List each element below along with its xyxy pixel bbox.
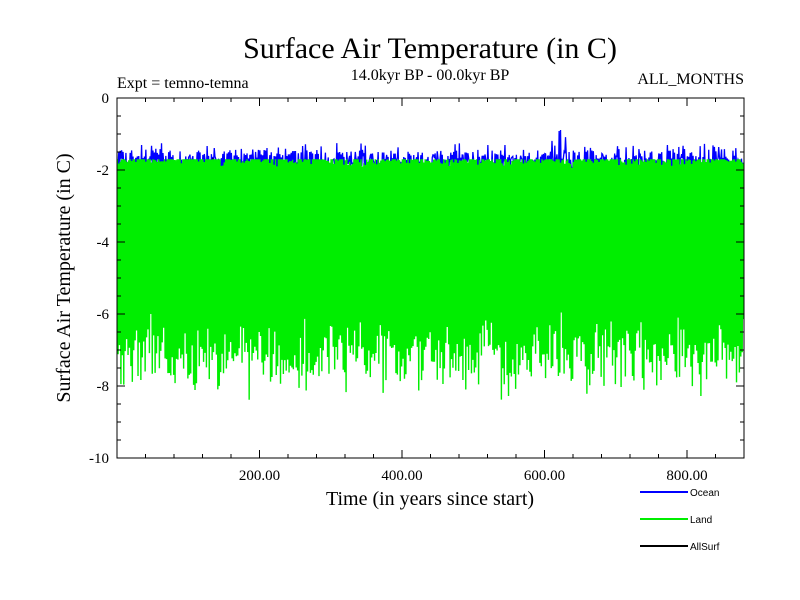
y-axis-label: Surface Air Temperature (in C) [53, 153, 75, 402]
x-axis-label: Time (in years since start) [326, 488, 534, 510]
legend-label-land: Land [690, 515, 712, 526]
y-tick-label: -6 [97, 307, 110, 323]
x-tick-label: 800.00 [666, 468, 707, 484]
plot-area [116, 130, 745, 400]
x-tick-label: 200.00 [239, 468, 280, 484]
chart-title: Surface Air Temperature (in C) [243, 32, 617, 65]
x-tick-label: 400.00 [381, 468, 422, 484]
y-tick-label: -4 [97, 235, 110, 251]
legend-label-allsurf: AllSurf [690, 542, 720, 553]
chart-left-annotation: Expt = temno-temna [117, 75, 249, 92]
axes: 0 -2 -4 -6 -8 -10 200.00 400.00 600.00 800.00 [89, 91, 744, 484]
chart-right-annotation: ALL_MONTHS [637, 71, 744, 88]
chart-subtitle: 14.0kyr BP - 00.0kyr BP [351, 67, 510, 84]
series-line-land [116, 159, 745, 400]
legend: Ocean Land AllSurf [640, 488, 720, 553]
y-tick-label: -2 [97, 163, 110, 179]
y-tick-label: -10 [89, 451, 109, 467]
y-tick-label: -8 [97, 379, 110, 395]
y-tick-label: 0 [102, 91, 110, 107]
legend-label-ocean: Ocean [690, 488, 719, 499]
x-tick-label: 600.00 [524, 468, 565, 484]
